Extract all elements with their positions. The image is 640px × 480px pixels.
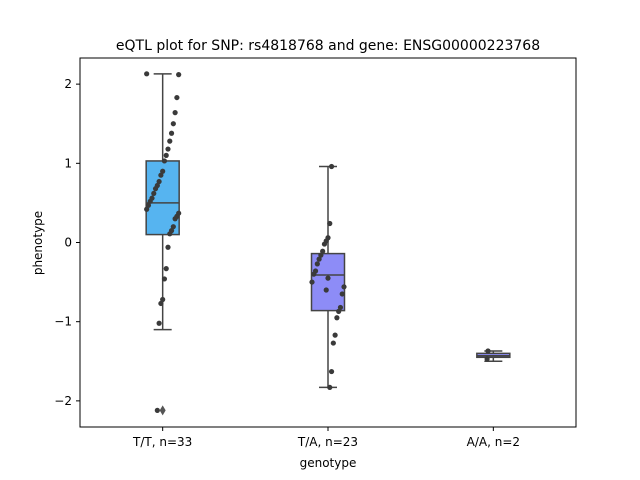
- data-point: [309, 279, 315, 285]
- data-point: [156, 320, 162, 326]
- data-point: [163, 266, 169, 272]
- x-tick-label: A/A, n=2: [467, 435, 520, 449]
- data-point: [321, 241, 328, 247]
- box-2: [476, 350, 511, 363]
- y-tick-label: 2: [64, 77, 72, 91]
- data-point: [168, 130, 175, 136]
- data-point: [161, 276, 168, 282]
- data-point: [330, 340, 336, 346]
- data-point: [158, 172, 164, 178]
- y-axis-label: phenotype: [31, 211, 45, 275]
- data-point: [154, 407, 160, 413]
- outlier-marker: [159, 405, 166, 416]
- data-point: [165, 146, 171, 152]
- data-point: [176, 72, 182, 78]
- data-point: [325, 275, 331, 281]
- y-tick-label: −2: [54, 394, 72, 408]
- data-point: [160, 296, 166, 303]
- data-point: [484, 356, 490, 362]
- x-axis: T/T, n=33 T/A, n=23 A/A, n=2: [132, 427, 520, 449]
- data-point: [167, 231, 173, 237]
- data-point: [156, 178, 162, 185]
- data-point: [163, 152, 169, 158]
- data-point: [327, 220, 333, 227]
- data-point: [318, 252, 324, 258]
- data-point: [145, 202, 152, 208]
- y-tick-label: 1: [64, 156, 72, 170]
- y-tick-label: −1: [54, 315, 72, 329]
- box-plots: [145, 73, 511, 416]
- data-point: [311, 271, 317, 277]
- data-point: [337, 304, 344, 311]
- data-point: [144, 71, 150, 77]
- data-point: [174, 94, 180, 101]
- data-point: [172, 216, 178, 222]
- chart-title: eQTL plot for SNP: rs4818768 and gene: E…: [116, 38, 540, 54]
- data-point: [314, 261, 320, 267]
- data-point: [158, 300, 164, 307]
- data-point: [172, 110, 178, 116]
- data-point: [328, 368, 335, 375]
- data-point: [160, 168, 166, 174]
- data-point: [336, 308, 342, 314]
- data-point: [167, 138, 173, 144]
- data-point: [170, 121, 176, 127]
- data-point: [339, 291, 345, 297]
- data-point: [485, 348, 491, 354]
- data-point: [323, 287, 329, 293]
- data-points: [144, 71, 491, 413]
- x-tick-label: T/T, n=33: [132, 435, 192, 449]
- data-point: [152, 186, 159, 192]
- data-point: [316, 256, 322, 262]
- data-point: [341, 284, 347, 290]
- data-point: [161, 158, 168, 164]
- data-point: [320, 248, 326, 254]
- data-point: [332, 332, 338, 338]
- data-point: [144, 206, 150, 212]
- x-tick-label: T/A, n=23: [297, 435, 358, 449]
- data-point: [334, 315, 340, 321]
- x-axis-label: genotype: [300, 456, 357, 470]
- data-point: [327, 384, 333, 391]
- y-tick-label: 0: [64, 236, 72, 250]
- data-point: [165, 244, 171, 250]
- data-point: [147, 198, 153, 204]
- data-point: [170, 224, 176, 230]
- data-point: [151, 190, 157, 197]
- data-point: [328, 163, 335, 170]
- y-axis: −2 −1 0 1 2: [54, 77, 80, 408]
